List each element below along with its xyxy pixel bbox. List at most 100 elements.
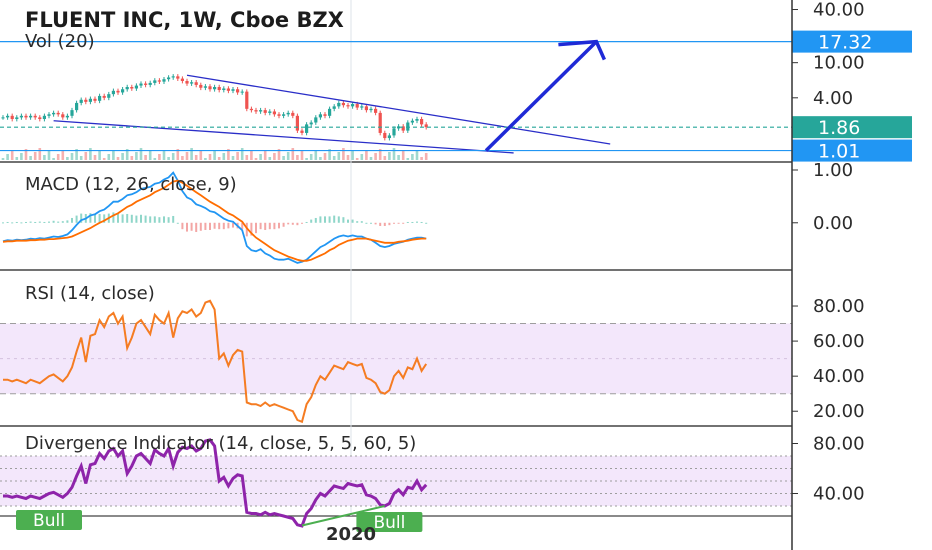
- macd-histogram-bar: [222, 222, 225, 230]
- volume-bar: [61, 150, 65, 160]
- overlay-layer: 17.32 1.861.01 Bull Bull: [0, 30, 912, 533]
- volume-bar: [10, 150, 14, 160]
- candle-body: [387, 135, 391, 139]
- macd-histogram-bar: [370, 222, 372, 224]
- price-label-box: [792, 139, 912, 162]
- candle-body: [341, 102, 345, 106]
- candle-body: [65, 115, 69, 118]
- rsi-panel-title: RSI (14, close): [25, 283, 155, 304]
- volume-bar: [107, 154, 111, 160]
- volume-bar: [135, 152, 138, 160]
- volume-bar: [231, 156, 235, 160]
- candle-body: [424, 124, 428, 128]
- candle-body: [254, 110, 258, 112]
- volume-bar: [66, 157, 69, 160]
- volume-bar: [319, 157, 322, 160]
- volume-bar: [369, 157, 373, 160]
- volume-bar: [144, 155, 147, 160]
- candle-body: [56, 112, 60, 115]
- volume-bar: [378, 149, 382, 160]
- macd-histogram-bar: [163, 216, 165, 223]
- volume-bar: [176, 149, 180, 160]
- macd-histogram-bar: [411, 221, 414, 223]
- macd-histogram-bar: [181, 222, 184, 230]
- candle-body: [116, 90, 120, 93]
- volume-bar: [24, 149, 28, 160]
- candle-body: [383, 132, 387, 139]
- candle-body: [190, 82, 194, 84]
- volume-bar: [245, 155, 249, 160]
- volume-bar: [125, 149, 129, 160]
- candle-body: [231, 89, 235, 91]
- axis-tick-label: 20.00: [813, 401, 865, 422]
- macd-histogram-bar: [66, 220, 69, 223]
- volume-bar: [397, 155, 400, 160]
- candle-body: [295, 115, 299, 131]
- volume-bar: [116, 157, 120, 160]
- volume-bar: [323, 153, 327, 160]
- volume-bar: [374, 153, 377, 160]
- macd-line: [2, 171, 427, 264]
- candle-body: [176, 76, 180, 79]
- macd-histogram-bar: [296, 222, 299, 226]
- candle-body: [19, 115, 23, 118]
- macd-histogram-bar: [48, 221, 50, 223]
- macd-histogram-bar: [52, 220, 55, 223]
- macd-histogram-bar: [71, 217, 73, 223]
- candle-body: [314, 117, 318, 123]
- bull-label-box: [356, 512, 423, 532]
- macd-histogram-bar: [282, 222, 285, 227]
- volume-bar: [309, 154, 313, 160]
- candle-body: [300, 130, 304, 133]
- signal-line: [2, 179, 427, 262]
- volume-bar: [47, 151, 51, 160]
- volume-bar: [70, 153, 74, 160]
- candle-body: [111, 90, 115, 95]
- macd-histogram-bar: [245, 222, 248, 237]
- volume-bar: [365, 150, 368, 160]
- price-label-text: 17.32: [818, 32, 872, 54]
- volume-bar: [75, 149, 78, 160]
- candle-body: [415, 119, 419, 121]
- macd-histogram-bar: [20, 222, 23, 224]
- macd-histogram-bar: [149, 216, 152, 223]
- candle-body: [208, 86, 212, 90]
- candle-body: [291, 112, 295, 116]
- axis-tick-label: 80.00: [813, 434, 865, 455]
- macd-histogram-bar: [310, 219, 313, 223]
- candle-body: [392, 128, 396, 136]
- candle-body: [397, 126, 401, 129]
- macd-histogram-bar: [15, 221, 18, 223]
- macd-histogram-bar: [11, 222, 14, 224]
- candle-body: [309, 122, 313, 125]
- candle-body: [153, 80, 157, 83]
- volume-bar: [355, 158, 359, 160]
- trendline: [186, 74, 611, 145]
- candle-body: [194, 82, 198, 85]
- macd-histogram-bar: [117, 213, 119, 223]
- volume-bar: [291, 148, 295, 160]
- macd-histogram-bar: [402, 222, 405, 224]
- volume-bar: [296, 155, 299, 160]
- candle-body: [401, 126, 405, 131]
- price-label-box: [792, 116, 912, 139]
- macd-histogram-bar: [365, 222, 368, 224]
- candle-body: [61, 114, 65, 118]
- macd-histogram-bar: [213, 222, 216, 229]
- bull-label-text: Bull: [373, 513, 405, 533]
- macd-histogram-bar: [167, 217, 170, 223]
- volume-bar: [167, 157, 170, 160]
- price-label-text: 1.86: [818, 117, 860, 139]
- volume-bar: [250, 151, 253, 160]
- volume-bar: [268, 157, 272, 160]
- macd-histogram-bar: [121, 214, 124, 223]
- candle-body: [15, 117, 19, 120]
- macd-histogram-bar: [406, 221, 409, 223]
- candle-body: [79, 99, 83, 103]
- candle-body: [38, 117, 42, 120]
- volume-bar: [213, 150, 216, 160]
- volume-bar: [217, 157, 221, 160]
- candle-body: [236, 89, 240, 93]
- macd-histogram-bar: [103, 214, 106, 223]
- volume-bar: [277, 149, 281, 160]
